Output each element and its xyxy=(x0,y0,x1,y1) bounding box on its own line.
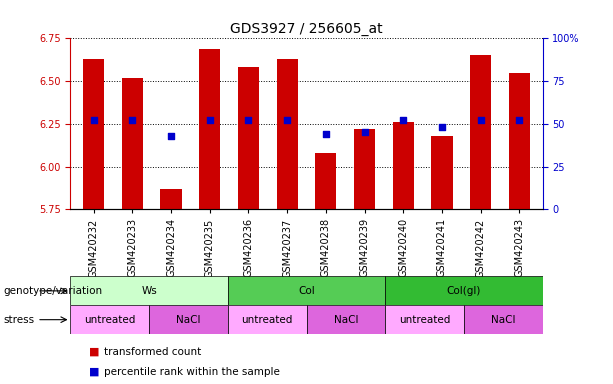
Point xyxy=(476,118,485,124)
Text: NaCl: NaCl xyxy=(177,314,200,325)
Text: Col(gl): Col(gl) xyxy=(447,286,481,296)
Bar xyxy=(470,55,491,209)
Bar xyxy=(464,305,543,334)
Bar xyxy=(70,305,149,334)
Point xyxy=(128,118,137,124)
Point xyxy=(437,124,447,130)
Bar xyxy=(238,68,259,209)
Text: NaCl: NaCl xyxy=(491,314,516,325)
Bar xyxy=(228,305,306,334)
Text: untreated: untreated xyxy=(84,314,135,325)
Text: genotype/variation: genotype/variation xyxy=(3,286,102,296)
Point xyxy=(321,131,331,137)
Bar xyxy=(509,73,530,209)
Bar xyxy=(354,129,375,209)
Bar xyxy=(392,122,414,209)
Point xyxy=(89,118,99,124)
Point xyxy=(360,129,370,136)
Point xyxy=(205,118,215,124)
Bar xyxy=(161,189,181,209)
Point xyxy=(166,133,176,139)
Point xyxy=(243,118,253,124)
Bar xyxy=(70,276,228,305)
Bar xyxy=(315,153,337,209)
Text: NaCl: NaCl xyxy=(333,314,358,325)
Point xyxy=(282,118,292,124)
Bar xyxy=(228,276,385,305)
Bar xyxy=(432,136,452,209)
Bar xyxy=(385,305,464,334)
Point xyxy=(398,118,408,124)
Text: percentile rank within the sample: percentile rank within the sample xyxy=(104,366,280,377)
Bar xyxy=(385,276,543,305)
Text: untreated: untreated xyxy=(399,314,450,325)
Text: Col: Col xyxy=(298,286,315,296)
Text: untreated: untreated xyxy=(242,314,293,325)
Text: ■: ■ xyxy=(89,366,103,377)
Bar xyxy=(276,59,298,209)
Text: Ws: Ws xyxy=(141,286,157,296)
Point xyxy=(514,118,524,124)
Text: ■: ■ xyxy=(89,346,103,357)
Bar xyxy=(122,78,143,209)
Bar xyxy=(306,305,385,334)
Bar xyxy=(149,305,228,334)
Bar xyxy=(199,49,221,209)
Bar xyxy=(83,59,104,209)
Text: stress: stress xyxy=(3,314,34,325)
Title: GDS3927 / 256605_at: GDS3927 / 256605_at xyxy=(230,22,383,36)
Text: transformed count: transformed count xyxy=(104,346,202,357)
